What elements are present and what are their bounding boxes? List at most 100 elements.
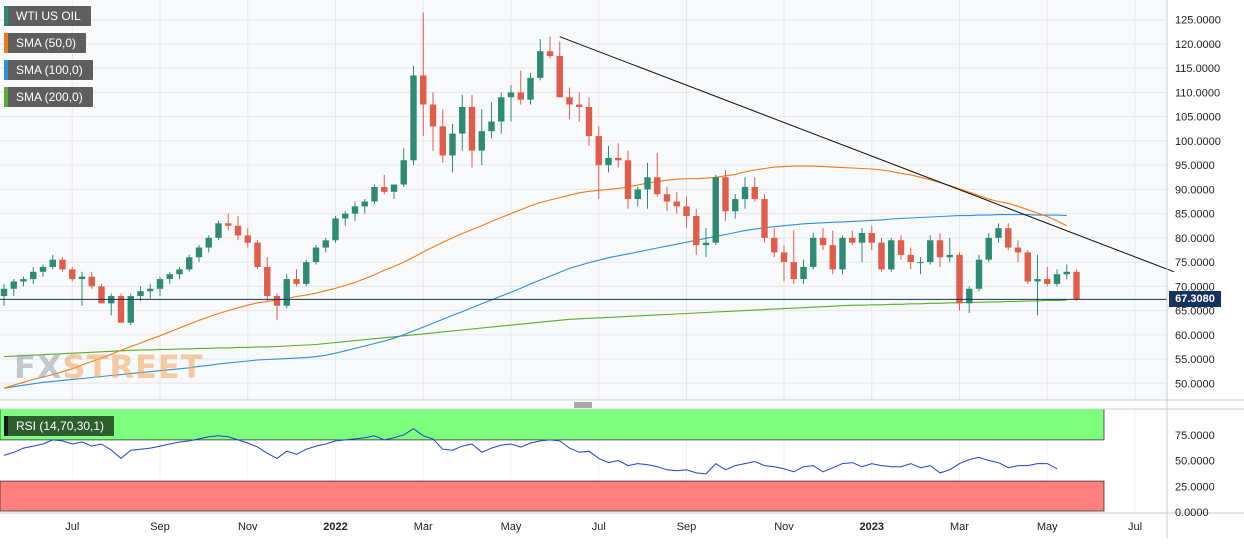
candle [342,211,349,226]
candle-body [410,75,417,161]
candle [741,177,749,209]
candle-body [566,97,573,105]
candle-body [975,259,983,289]
watermark-street: STREET [62,348,204,386]
candle [186,254,193,272]
candle [244,228,251,248]
candle [98,283,105,304]
candle-body [585,106,593,137]
candle [1024,249,1031,284]
candle-body [478,131,485,151]
candle-body [849,237,856,243]
candle-body [917,262,924,264]
legend-sma200[interactable]: SMA (200,0) [4,87,93,107]
price-tick-label: 70.0000 [1175,281,1215,293]
pane-resize-handle[interactable] [574,402,592,408]
candle [127,293,134,326]
time-tick-label: Jul [1128,521,1142,533]
rsi-tick-label: 50.0000 [1175,456,1215,468]
candle-body [78,276,86,280]
legend-sma200-label: SMA (200,0) [16,90,83,104]
candle-body [624,160,632,200]
candle-body [693,216,700,246]
candle-body [176,269,183,275]
candle-body [1073,271,1080,300]
candle [527,73,534,105]
candle [264,257,271,301]
candle-body [20,279,27,282]
candle [390,184,398,200]
price-tick-label: 100.0000 [1175,136,1221,148]
candle-body [556,56,563,98]
candle [683,196,690,229]
candle [59,257,66,272]
rsi-tick-label: 0.0000 [1175,507,1209,519]
candle [634,186,641,207]
candle-body [459,106,466,134]
candle [654,153,661,197]
candle [1053,269,1061,287]
candle [410,65,417,166]
price-tick-label: 115.0000 [1175,63,1220,75]
price-tick-label: 60.0000 [1175,330,1215,342]
candle-body [1024,252,1031,282]
candle [537,39,544,81]
candle-body [39,266,47,272]
candle-body [537,51,544,78]
candle-body [673,201,680,207]
candle [361,199,368,214]
candle [732,194,739,219]
price-tick-label: 75.0000 [1175,257,1215,269]
candle [303,259,310,287]
candle-body [751,186,758,200]
candle-body [166,274,173,280]
candle-body [273,296,281,306]
legend-sma100[interactable]: SMA (100,0) [4,60,93,80]
candle-body [858,233,866,243]
sma50-line [3,165,1068,389]
candle-body [810,237,817,267]
candle-body [741,186,749,200]
candle [566,87,573,120]
price-tick-label: 80.0000 [1175,233,1215,245]
legend-sma50-label: SMA (50,0) [16,36,77,50]
candle-body [761,199,768,238]
candle-body [381,186,388,192]
candle-body [420,75,427,105]
price-tick-label: 50.0000 [1175,378,1215,390]
time-tick-label: May [1037,521,1058,533]
candle [322,237,329,253]
candle [878,237,885,272]
candle [273,293,281,321]
candle-body [293,279,300,284]
candle [1073,269,1080,301]
candle [39,264,47,277]
candle-body [69,269,76,280]
candle-body [576,104,583,107]
legend-sma50[interactable]: SMA (50,0) [4,33,87,53]
fxstreet-watermark: FXSTREET [14,348,204,386]
candle-body [634,189,641,200]
candle [702,228,710,258]
rsi-tick-label: 25.0000 [1175,481,1215,493]
candle [0,283,8,306]
candle [117,293,125,323]
legend-symbol[interactable]: WTI US OIL [4,6,91,26]
candle [761,194,768,243]
candle [849,230,856,246]
candle [936,233,944,267]
candle-body [117,296,125,323]
candle-body [829,245,836,270]
candle [400,148,407,187]
candle [293,269,300,287]
candle [751,177,758,202]
candle [429,92,437,151]
candle [498,92,505,134]
rsi-oversold-zone [0,480,1105,512]
legend-rsi[interactable]: RSI (14,70,30,1) [4,416,115,436]
candle [312,245,320,265]
candle-body [342,213,349,219]
candle-body [351,206,359,214]
candle-body [49,259,56,267]
candle [449,123,456,173]
